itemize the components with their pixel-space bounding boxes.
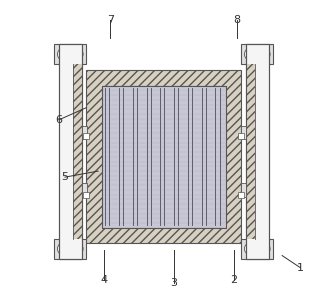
Bar: [82, 183, 87, 197]
Bar: [242, 45, 273, 64]
Bar: [238, 133, 244, 139]
Bar: [82, 126, 87, 139]
Bar: [102, 86, 226, 228]
Text: 4: 4: [101, 275, 108, 285]
Bar: [246, 45, 269, 258]
Text: 5: 5: [62, 172, 68, 182]
Bar: [102, 86, 226, 228]
Text: 2: 2: [230, 275, 237, 285]
Text: 3: 3: [170, 278, 177, 288]
Bar: [83, 133, 89, 139]
Circle shape: [74, 51, 80, 57]
Circle shape: [244, 48, 256, 60]
Circle shape: [57, 243, 69, 255]
Bar: [242, 239, 273, 258]
Text: 8: 8: [233, 15, 241, 25]
Circle shape: [244, 243, 256, 255]
Bar: [54, 45, 86, 64]
Text: 1: 1: [297, 263, 304, 273]
Bar: [246, 64, 255, 239]
Circle shape: [247, 246, 253, 252]
Circle shape: [258, 243, 270, 255]
Bar: [241, 126, 246, 139]
Circle shape: [247, 51, 253, 57]
Bar: [83, 192, 89, 198]
Circle shape: [57, 48, 69, 60]
Circle shape: [60, 246, 67, 252]
Circle shape: [261, 246, 267, 252]
Bar: [246, 45, 269, 258]
Text: 6: 6: [55, 115, 63, 125]
Circle shape: [74, 246, 80, 252]
Circle shape: [261, 51, 267, 57]
Bar: [238, 192, 244, 198]
Circle shape: [60, 51, 67, 57]
Bar: [241, 183, 246, 197]
Bar: [59, 45, 82, 258]
Bar: [59, 45, 82, 258]
Bar: [54, 239, 86, 258]
Circle shape: [71, 48, 83, 60]
Text: 7: 7: [107, 15, 114, 25]
Bar: [72, 64, 82, 239]
Bar: [86, 70, 242, 244]
Circle shape: [258, 48, 270, 60]
Circle shape: [71, 243, 83, 255]
